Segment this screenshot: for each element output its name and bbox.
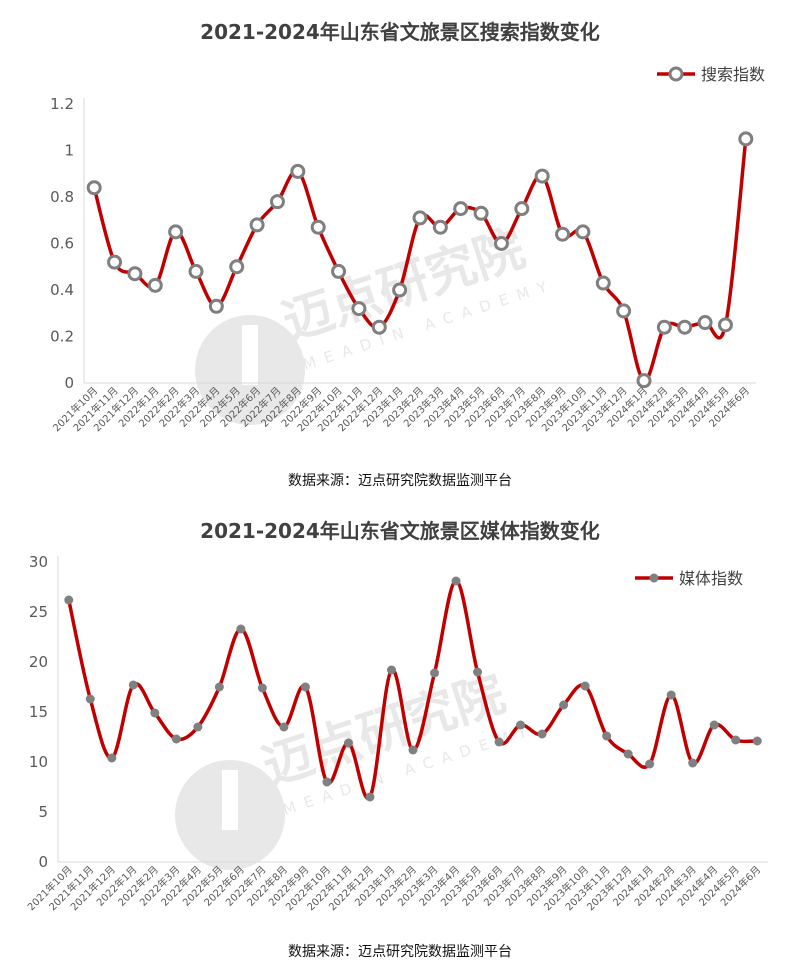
data-point — [559, 700, 569, 710]
data-point — [516, 720, 526, 730]
data-point — [343, 738, 353, 748]
y-tick-label: 0.4 — [50, 281, 74, 299]
data-point — [537, 729, 547, 739]
data-point — [752, 736, 762, 746]
data-point — [555, 226, 571, 242]
data-point — [214, 682, 224, 692]
data-point — [623, 749, 633, 759]
y-tick-label: 15 — [29, 703, 48, 721]
data-point — [602, 731, 612, 741]
data-point — [709, 720, 719, 730]
data-point — [451, 576, 461, 586]
data-point — [64, 595, 74, 605]
data-point — [208, 298, 224, 314]
data-point — [595, 275, 611, 291]
data-point — [371, 319, 387, 335]
watermark-logo-tower — [242, 325, 258, 385]
data-point — [147, 277, 163, 293]
y-tick-label: 25 — [29, 603, 48, 621]
data-point — [636, 373, 652, 389]
data-point — [688, 758, 698, 768]
y-tick-label: 0.8 — [50, 188, 74, 206]
data-point — [279, 722, 289, 732]
y-tick-label: 0 — [64, 374, 74, 392]
data-point — [107, 254, 123, 270]
data-point — [432, 219, 448, 235]
data-point — [738, 131, 754, 147]
data-point — [290, 163, 306, 179]
data-point — [494, 737, 504, 747]
data-point — [666, 690, 676, 700]
data-point — [310, 219, 326, 235]
chart-title: 2021-2024年山东省文旅景区搜索指数变化 — [200, 20, 600, 44]
y-tick-label: 1.2 — [50, 95, 74, 113]
data-point — [493, 236, 509, 251]
y-tick-label: 1 — [64, 142, 74, 160]
data-point — [188, 263, 204, 279]
data-point — [392, 282, 408, 298]
data-point — [616, 303, 632, 319]
data-point — [534, 168, 550, 184]
data-point — [85, 694, 95, 704]
data-point — [453, 201, 469, 217]
y-tick-label: 20 — [29, 653, 48, 671]
watermark-logo-tower — [222, 770, 238, 830]
search-index-chart: 2021-2024年山东省文旅景区搜索指数变化 迈点研究院 MEADIN ACAD… — [50, 20, 765, 489]
data-point — [322, 777, 332, 787]
data-point — [257, 683, 267, 693]
data-point — [168, 224, 184, 240]
data-point — [128, 680, 138, 690]
data-point — [150, 708, 160, 718]
y-tick-label: 30 — [29, 553, 48, 571]
data-point — [171, 734, 181, 744]
data-point — [697, 315, 713, 331]
data-point — [580, 681, 590, 691]
data-point — [717, 317, 733, 333]
data-point — [386, 665, 396, 675]
media-index-chart: 2021-2024年山东省文旅景区媒体指数变化 迈点研究院 MEADIN ACAD… — [0, 505, 800, 966]
data-point — [645, 759, 655, 769]
legend-marker — [649, 573, 659, 583]
data-point — [473, 667, 483, 677]
legend-marker — [668, 66, 684, 82]
watermark-logo — [175, 760, 285, 870]
data-point — [193, 722, 203, 732]
data-point — [300, 682, 310, 692]
data-point — [408, 745, 418, 755]
y-tick-label: 0.2 — [50, 328, 74, 346]
data-point — [236, 624, 246, 634]
data-point — [514, 201, 530, 217]
legend-label: 媒体指数 — [679, 569, 743, 588]
data-point — [351, 301, 367, 317]
data-point — [473, 205, 489, 221]
data-source: 数据来源：迈点研究院数据监测平台 — [288, 473, 512, 489]
y-tick-label: 5 — [38, 803, 48, 821]
data-point — [86, 180, 102, 196]
data-point — [430, 668, 440, 678]
watermark-logo — [195, 315, 305, 425]
data-point — [575, 224, 591, 240]
data-point — [229, 259, 245, 275]
y-tick-label: 10 — [29, 753, 48, 771]
legend-label: 搜索指数 — [701, 65, 765, 84]
data-point — [331, 263, 347, 279]
data-point — [412, 210, 428, 226]
data-point — [731, 735, 741, 745]
data-point — [656, 319, 672, 335]
y-tick-label: 0.6 — [50, 235, 74, 253]
data-point — [127, 266, 143, 282]
data-point — [677, 319, 693, 335]
data-point — [107, 753, 117, 763]
data-point — [269, 194, 285, 210]
chart-title: 2021-2024年山东省文旅景区媒体指数变化 — [200, 519, 600, 543]
data-point — [249, 217, 265, 233]
y-tick-label: 0 — [38, 853, 48, 871]
data-source: 数据来源：迈点研究院数据监测平台 — [288, 944, 512, 960]
data-point — [365, 792, 375, 802]
